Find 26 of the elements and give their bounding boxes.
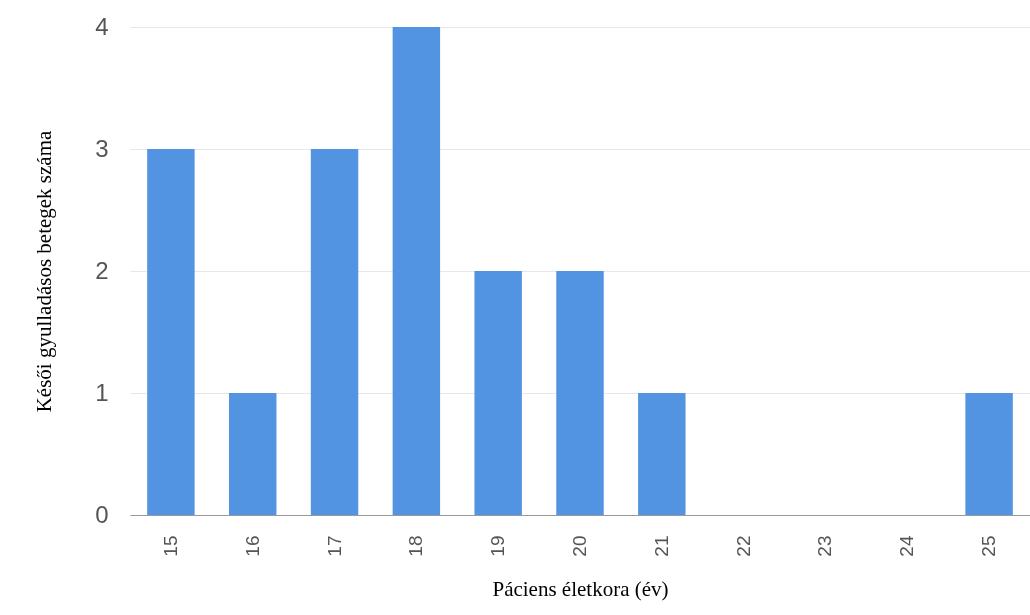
bar: [147, 149, 195, 515]
x-tick-label: 19: [487, 535, 509, 557]
bar: [638, 393, 686, 515]
x-tick-label: 25: [978, 535, 1000, 557]
x-tick-label: 20: [569, 535, 590, 557]
bar: [229, 393, 277, 515]
x-tick-label: 17: [323, 535, 345, 557]
y-tick-label: 0: [95, 500, 109, 528]
y-tick-label: 1: [95, 378, 109, 406]
x-tick-label: 21: [650, 535, 672, 557]
y-tick-label: 4: [95, 12, 109, 40]
bar: [965, 393, 1013, 515]
y-tick-label: 2: [95, 256, 109, 284]
x-tick-label: 15: [159, 535, 181, 557]
bar: [310, 149, 359, 515]
bar: [556, 271, 604, 515]
y-axis-title: Késői gyulladásos betegek száma: [32, 129, 57, 413]
x-tick-label: 24: [896, 535, 918, 557]
bar: [474, 271, 522, 515]
x-tick-label: 22: [732, 535, 754, 557]
x-tick-label: 18: [405, 535, 427, 557]
x-tick-label: 16: [241, 535, 263, 557]
bar: [392, 27, 441, 515]
x-axis-title: Páciens életkora (év): [492, 576, 669, 601]
x-tick-label: 23: [814, 535, 836, 557]
y-tick-label: 3: [95, 134, 109, 162]
